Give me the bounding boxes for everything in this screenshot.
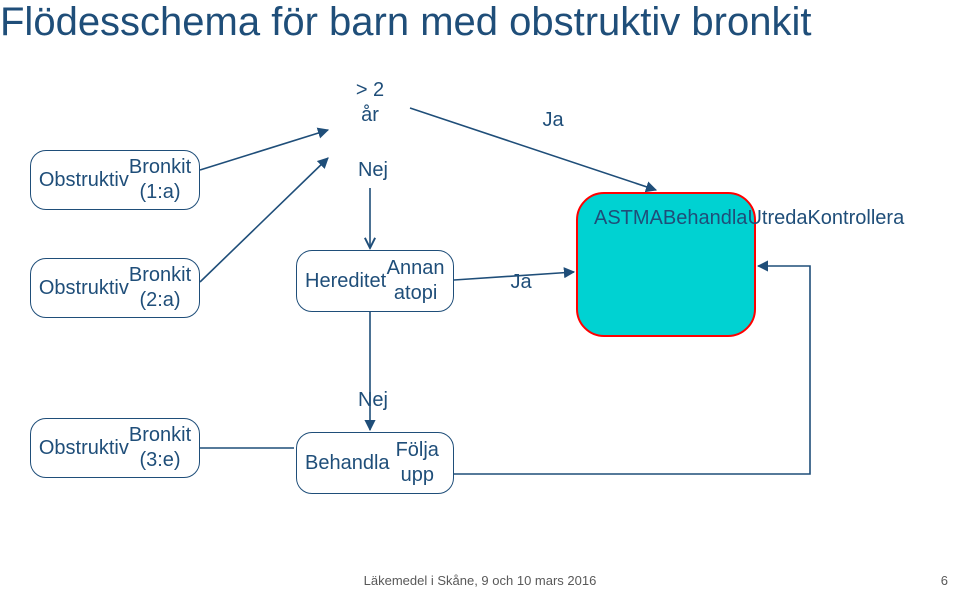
node-astma: ASTMABehandlaUtredaKontrollera [576,192,756,337]
node-n2: ObstruktivBronkit (2:a) [30,258,200,318]
node-hereditet: HereditetAnnan atopi [296,250,454,312]
node-ja_top: Ja [528,108,578,138]
node-nej2: Nej [348,388,398,418]
node-behandla: BehandlaFölja upp [296,432,454,494]
page-number: 6 [941,573,948,588]
flowchart-canvas: Flödesschema för barn med obstruktiv bro… [0,0,960,596]
footer-text: Läkemedel i Skåne, 9 och 10 mars 2016 [0,573,960,588]
node-n3: ObstruktivBronkit (3:e) [30,418,200,478]
node-ja_mid: Ja [496,270,546,300]
node-age: > 2år [330,78,410,134]
node-nej1: Nej [348,158,398,188]
page-title: Flödesschema för barn med obstruktiv bro… [0,0,811,45]
node-n1: ObstruktivBronkit (1:a) [30,150,200,210]
